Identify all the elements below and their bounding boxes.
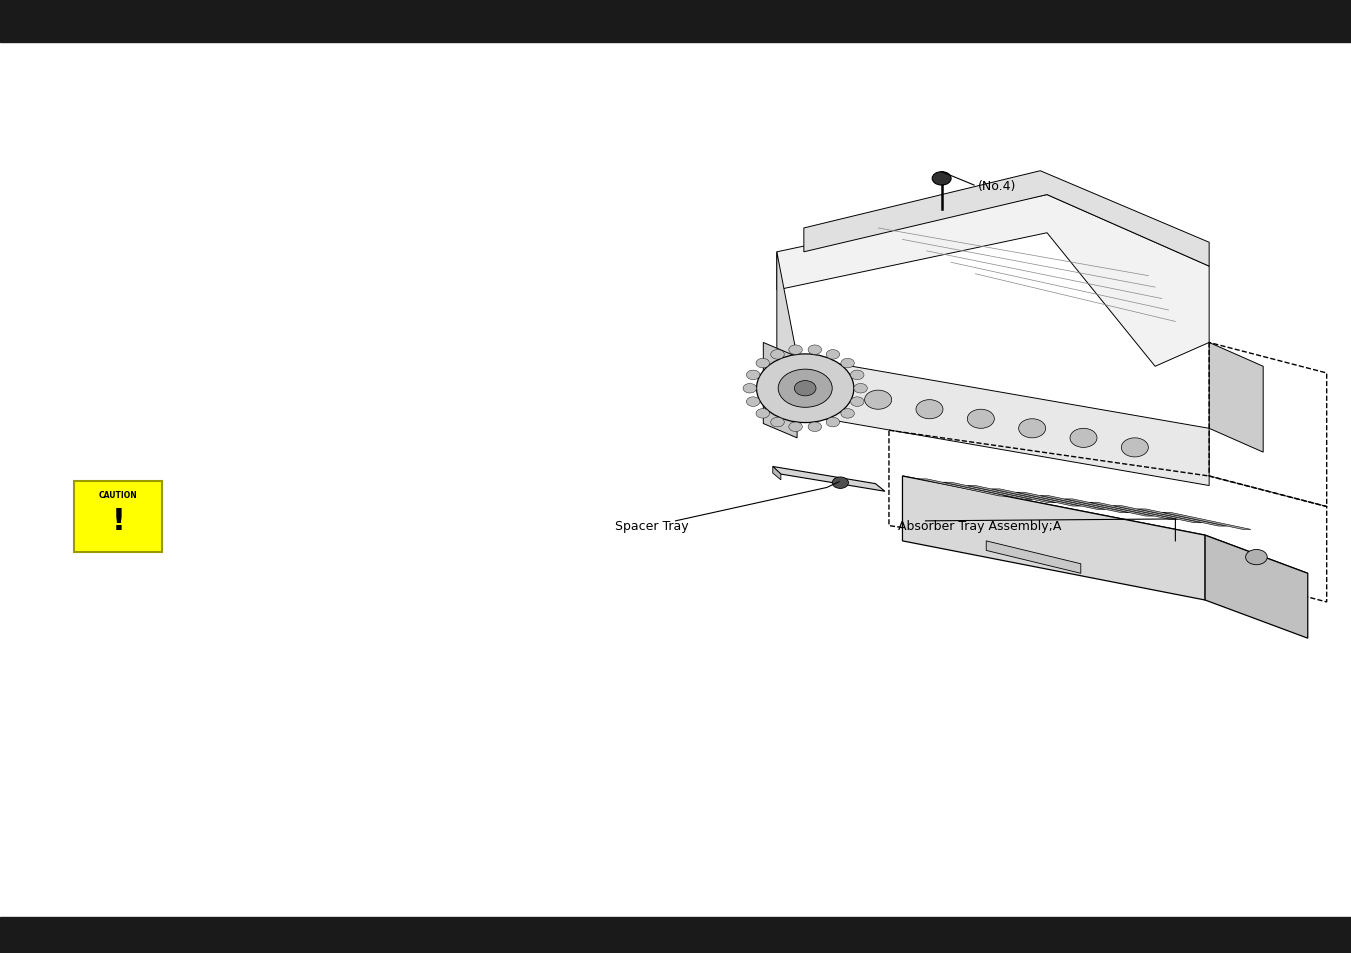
Polygon shape	[777, 195, 1209, 367]
Text: (No.4): (No.4)	[978, 179, 1016, 193]
Circle shape	[757, 409, 770, 418]
Polygon shape	[1138, 509, 1227, 526]
Polygon shape	[1065, 499, 1154, 517]
Polygon shape	[902, 476, 1308, 574]
Circle shape	[757, 359, 770, 369]
Circle shape	[967, 410, 994, 429]
Circle shape	[746, 397, 759, 407]
Circle shape	[1121, 438, 1148, 457]
Circle shape	[825, 418, 839, 428]
Circle shape	[808, 346, 821, 355]
Circle shape	[789, 346, 802, 355]
Circle shape	[794, 381, 816, 396]
Circle shape	[825, 350, 839, 359]
Circle shape	[840, 409, 854, 418]
Bar	[0, 917, 1351, 953]
Polygon shape	[797, 357, 1209, 486]
Circle shape	[770, 418, 784, 428]
Text: !: !	[111, 506, 126, 536]
Circle shape	[851, 371, 865, 380]
Polygon shape	[1162, 513, 1251, 530]
Circle shape	[840, 359, 854, 369]
Polygon shape	[967, 486, 1056, 503]
Polygon shape	[986, 541, 1081, 574]
Text: CAUTION: CAUTION	[99, 491, 138, 499]
Circle shape	[851, 397, 865, 407]
Circle shape	[832, 477, 848, 489]
Polygon shape	[1089, 503, 1178, 520]
Circle shape	[865, 391, 892, 410]
Polygon shape	[773, 467, 781, 480]
Polygon shape	[919, 479, 1008, 497]
Polygon shape	[943, 483, 1032, 499]
Polygon shape	[804, 172, 1209, 267]
Bar	[0, 0, 1351, 43]
Polygon shape	[773, 467, 885, 492]
Circle shape	[1019, 419, 1046, 438]
Polygon shape	[1016, 493, 1105, 510]
Polygon shape	[992, 490, 1081, 507]
Circle shape	[808, 422, 821, 432]
Polygon shape	[1113, 506, 1202, 523]
Circle shape	[743, 384, 757, 394]
Circle shape	[757, 355, 854, 423]
Circle shape	[1246, 550, 1267, 565]
Circle shape	[932, 172, 951, 186]
Text: Spacer Tray: Spacer Tray	[615, 519, 688, 533]
Polygon shape	[777, 253, 797, 415]
Polygon shape	[902, 476, 1205, 600]
Circle shape	[1070, 429, 1097, 448]
Polygon shape	[1040, 497, 1129, 514]
Circle shape	[854, 384, 867, 394]
Circle shape	[746, 371, 759, 380]
Circle shape	[789, 422, 802, 432]
Text: Absorber Tray Assembly;A: Absorber Tray Assembly;A	[898, 519, 1062, 533]
Circle shape	[770, 350, 784, 359]
Polygon shape	[1205, 536, 1308, 639]
Polygon shape	[763, 343, 797, 438]
Circle shape	[916, 400, 943, 419]
FancyBboxPatch shape	[74, 481, 162, 553]
Circle shape	[778, 370, 832, 408]
Polygon shape	[1209, 343, 1263, 453]
